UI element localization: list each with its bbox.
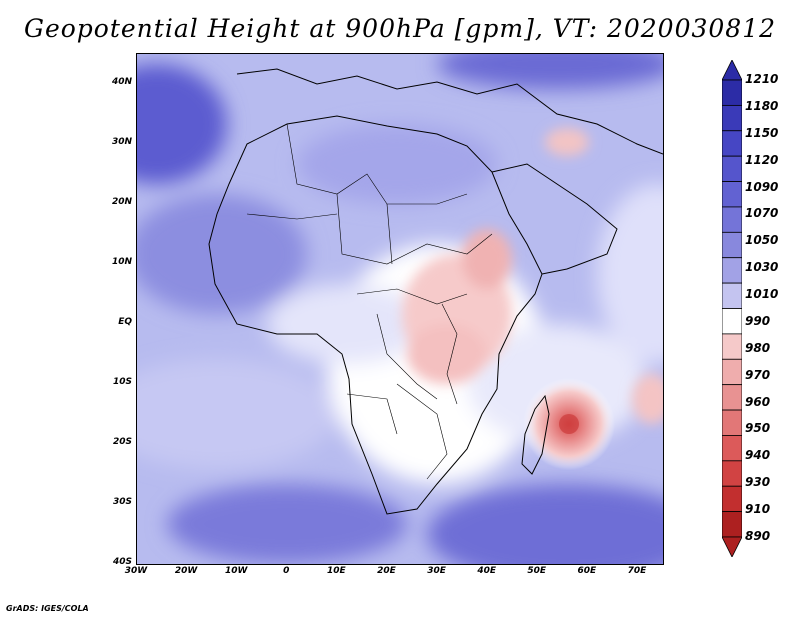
africa-coastline [208, 115, 543, 515]
colorbar-label: 1050 [745, 233, 779, 248]
colorbar-segment [722, 79, 742, 106]
credit-text: GrADS: IGES/COLA [6, 604, 89, 613]
longitude-label: 50E [527, 566, 547, 576]
colorbar-segment [722, 358, 742, 386]
latitude-label: 20S [112, 437, 132, 447]
colorbar-label: 960 [745, 394, 771, 409]
latitude-label: 10N [111, 257, 132, 267]
longitude-label: 10E [327, 566, 346, 576]
latitude-label: EQ [118, 317, 132, 327]
longitude-label: 30W [124, 566, 148, 576]
colorbar-label: 980 [745, 340, 771, 355]
colorbar-label: 940 [745, 448, 771, 463]
latitude-label: 10S [112, 377, 132, 387]
colorbar-label: 990 [745, 313, 771, 328]
colorbar-segment [722, 460, 742, 487]
colorbar-segment [722, 257, 742, 284]
colorbar-label: 890 [745, 529, 771, 543]
europe-coastline [236, 68, 663, 155]
colorbar-top-arrow [722, 60, 742, 81]
latitude-label: 20N [111, 197, 132, 207]
colorbar-label: 1120 [745, 152, 779, 167]
arabia-coastline [491, 163, 618, 275]
longitude-label: 60E [577, 566, 597, 576]
colorbar-segment [722, 333, 742, 360]
colorbar-label: 1210 [745, 72, 779, 86]
colorbar-segment [722, 409, 742, 436]
colorbar-segment [722, 155, 742, 182]
colorbar-label: 910 [745, 502, 771, 517]
colorbar-label: 1150 [745, 125, 779, 140]
colorbar-segment [722, 485, 742, 513]
colorbar-label: 1010 [745, 287, 779, 302]
colorbar-segment [722, 231, 742, 259]
latitude-label: 30S [112, 497, 132, 507]
map-panel [136, 53, 664, 565]
colorbar-label: 1070 [745, 206, 779, 221]
colorbar-segment [722, 282, 742, 309]
colorbar-label: 1180 [745, 98, 779, 113]
latitude-label: 40S [112, 557, 132, 567]
colorbar-label: 930 [745, 475, 771, 490]
longitude-label: 0 [283, 566, 290, 576]
colorbar-segment [722, 435, 742, 462]
longitude-label: 70E [627, 566, 647, 576]
colorbar-segment [722, 130, 742, 157]
geopotential-field [137, 54, 663, 564]
madagascar-coastline [521, 394, 550, 475]
longitude-label: 20E [377, 566, 396, 576]
colorbar-segment [722, 104, 742, 132]
colorbar-segment [722, 206, 742, 233]
latitude-label: 40N [111, 77, 132, 87]
colorbar-segment [722, 511, 742, 538]
colorbar-label: 950 [745, 421, 771, 436]
longitude-label: 30E [427, 566, 446, 576]
colorbar-segment [722, 308, 742, 335]
country-borders [246, 123, 493, 480]
colorbar-label: 970 [745, 367, 771, 382]
colorbar [722, 60, 742, 557]
cyclone-core [559, 414, 579, 434]
latitude-label: 30N [111, 137, 132, 147]
colorbar-label: 1030 [745, 260, 779, 275]
longitude-label: 20W [174, 566, 198, 576]
colorbar-label: 1090 [745, 179, 779, 194]
longitude-label: 10W [224, 566, 248, 576]
colorbar-bottom-arrow [722, 536, 742, 557]
longitude-label: 40E [477, 566, 496, 576]
colorbar-segment [722, 181, 742, 208]
low-pressure-areas [402, 128, 663, 424]
colorbar-segment [722, 384, 742, 411]
map-title: Geopotential Height at 900hPa [gpm], VT:… [23, 14, 777, 43]
